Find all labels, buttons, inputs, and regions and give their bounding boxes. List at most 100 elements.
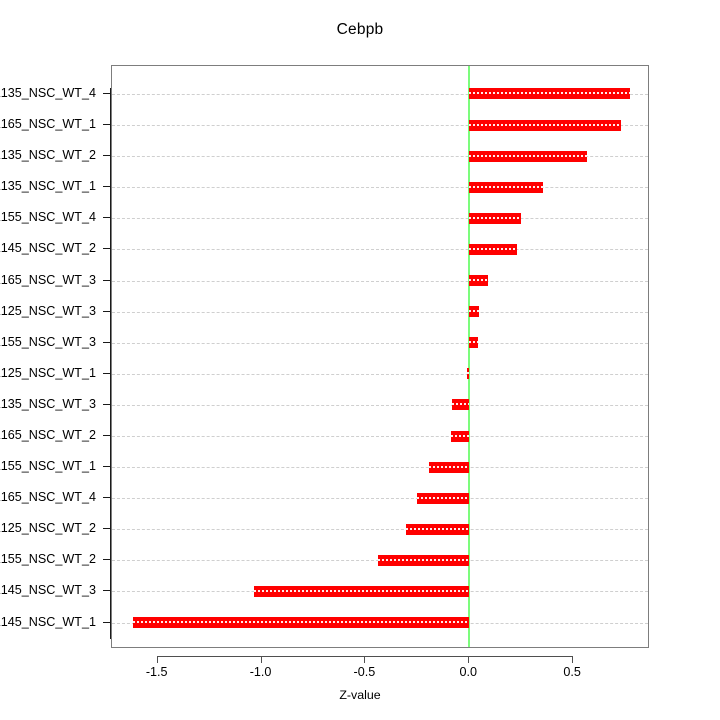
y-axis-tick [103, 310, 110, 312]
y-axis-tick [103, 248, 110, 250]
zero-reference-line [112, 66, 648, 647]
y-axis-tick [103, 155, 110, 157]
y-axis-tick-label: E125_NSC_WT_1 [0, 365, 96, 380]
y-axis-tick [103, 435, 110, 436]
y-axis-tick [103, 217, 110, 219]
bar [406, 523, 470, 535]
y-axis-tick [103, 124, 110, 126]
gridline [112, 249, 648, 251]
y-axis-tick-label: E165_NSC_WT_1 [0, 117, 96, 132]
y-axis-tick [103, 341, 110, 343]
y-axis-tick-label: E135_NSC_WT_3 [0, 396, 96, 411]
bar-hatch [467, 372, 470, 375]
y-axis-tick-label: E135_NSC_WT_2 [0, 148, 96, 163]
bar [469, 181, 544, 193]
x-axis-title: Z-value [339, 688, 381, 702]
bar [469, 119, 622, 131]
gridline [112, 156, 648, 158]
bar-hatch [452, 403, 470, 406]
gridline [112, 125, 648, 127]
bar [429, 461, 470, 473]
x-axis-tick-label: 0.5 [563, 665, 581, 679]
x-axis-tick [156, 656, 158, 663]
bar-hatch [417, 496, 470, 499]
zero-line-marker [468, 66, 471, 647]
y-axis-tick-label: E125_NSC_WT_3 [0, 303, 96, 318]
bar [378, 554, 470, 566]
bar-hatch [469, 123, 622, 126]
gridline [112, 93, 648, 95]
x-axis-tick-label: -0.5 [353, 665, 376, 679]
y-axis-line [110, 88, 111, 639]
bar [469, 275, 489, 287]
x-axis-tick [364, 656, 366, 663]
bar [469, 212, 522, 224]
y-axis-tick [103, 559, 110, 561]
x-axis-tick-label: -1.0 [249, 665, 272, 679]
y-axis-tick [103, 497, 110, 499]
y-axis-tick-label: E165_NSC_WT_3 [0, 272, 96, 287]
bar [417, 492, 470, 504]
bar-hatch [406, 527, 470, 530]
y-axis-tick-label: E155_NSC_WT_1 [0, 459, 96, 474]
y-axis-tick-label: E145_NSC_WT_2 [0, 241, 96, 256]
gridline [112, 187, 648, 189]
bar-hatch [469, 154, 588, 157]
y-axis-labels: E135_NSC_WT_4 E165_NSC_WT_1 E135_NSC_WT_2 E… [0, 0, 96, 720]
chart-title: Cebpb [336, 21, 384, 38]
bar [469, 150, 588, 162]
x-axis-tick [468, 656, 470, 663]
gridline [112, 218, 648, 220]
y-axis-tick [103, 372, 110, 374]
gridline [112, 373, 648, 375]
plot-panel [111, 65, 649, 648]
y-axis-tick-label: E165_NSC_WT_4 [0, 490, 96, 505]
bar-hatch [469, 279, 489, 282]
y-axis-tick-label: E135_NSC_WT_1 [0, 179, 96, 194]
y-axis-tick [103, 92, 110, 94]
y-axis-tick-label: E155_NSC_WT_2 [0, 552, 96, 567]
gridline [112, 404, 648, 406]
y-axis-tick-label: E145_NSC_WT_1 [0, 614, 96, 629]
bar-hatch [253, 589, 470, 592]
y-axis-tick-label: E155_NSC_WT_4 [0, 210, 96, 225]
gridline [112, 436, 648, 437]
y-axis-tick-label: E165_NSC_WT_2 [0, 428, 96, 442]
bar [469, 306, 480, 318]
bar [451, 430, 470, 442]
y-axis-tick [103, 466, 110, 468]
x-axis-tick [260, 656, 262, 663]
y-axis-tick [103, 528, 110, 530]
gridline [112, 311, 648, 313]
bar [469, 243, 518, 255]
y-axis-tick [103, 403, 110, 405]
y-axis-tick [103, 279, 110, 281]
y-axis-tick [103, 590, 110, 592]
y-axis-tick-label: E145_NSC_WT_3 [0, 583, 96, 598]
bar-hatch [469, 92, 631, 95]
bar-hatch [469, 310, 480, 313]
gridline [112, 467, 648, 469]
gridline [112, 342, 648, 344]
y-axis-tick [103, 621, 110, 623]
bar [469, 88, 631, 100]
bar [253, 585, 470, 597]
x-axis-tick-label: 0.0 [459, 665, 478, 679]
bar-hatch [429, 465, 470, 468]
bar-hatch [451, 434, 470, 437]
bar [469, 337, 479, 349]
y-axis-tick-label: E155_NSC_WT_3 [0, 334, 96, 349]
y-axis-tick-label: E125_NSC_WT_2 [0, 521, 96, 536]
bar-hatch [469, 185, 544, 188]
x-axis-tick-label: -1.5 [145, 665, 168, 679]
bars-layer [112, 66, 648, 647]
bar [132, 617, 470, 629]
bar-hatch [469, 341, 479, 344]
bar-hatch [132, 621, 470, 624]
bar-hatch [378, 558, 470, 561]
y-axis-tick [103, 186, 110, 188]
x-axis-tick [572, 656, 574, 663]
bar-hatch [469, 247, 518, 250]
gridline [112, 280, 648, 282]
